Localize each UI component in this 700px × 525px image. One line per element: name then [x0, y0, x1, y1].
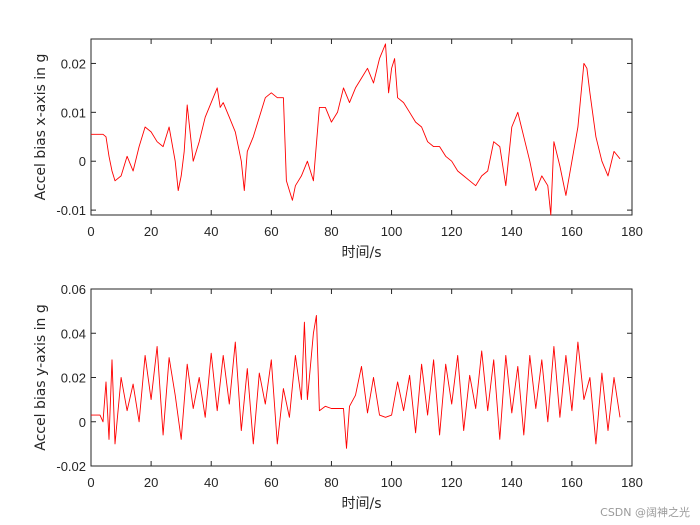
tick-marks: [90, 288, 633, 467]
y-tick-label: 0.06: [61, 282, 86, 297]
tick-marks: [90, 39, 633, 215]
x-tick-label: 60: [264, 224, 278, 239]
y-tick-labels: -0.01 0 0.01 0.02: [56, 56, 86, 218]
x-axis-label: 时间/s: [341, 245, 381, 261]
y-tick-label: 0.02: [61, 56, 86, 71]
x-tick-label: 140: [501, 475, 523, 490]
x-tick-label: 180: [621, 224, 643, 239]
x-tick-label: 40: [204, 224, 218, 239]
x-tick-label: 60: [264, 475, 278, 490]
plot-frame: [90, 38, 633, 216]
x-tick-label: 120: [441, 475, 463, 490]
x-tick-label: 100: [381, 224, 403, 239]
series-line: [91, 315, 621, 449]
subplot-x-axis-bias: 0 20 40 60 80 100 120 140 160 180 -0.0100.010.02 …: [33, 38, 643, 261]
x-tick-label: 100: [381, 475, 403, 490]
y-tick-label: -0.01: [56, 203, 86, 218]
x-tick-label: 0: [87, 224, 94, 239]
subplot-y-axis-bias: 0 20 40 60 80 100 120 140 160 180 -0.0200.020.040…: [33, 282, 643, 512]
y-tick-label: -0.02: [56, 459, 86, 474]
x-tick-label: 80: [324, 224, 338, 239]
y-tick-label: 0: [79, 154, 86, 169]
x-tick-labels: 0 20 40 60 80 100 120 140 160 180: [87, 224, 642, 239]
series-lines: [91, 43, 621, 216]
series-lines: [91, 315, 621, 449]
x-tick-label: 80: [324, 475, 338, 490]
x-tick-label: 20: [144, 224, 158, 239]
y-axis-label: Accel bias y-axis in g: [33, 304, 49, 450]
watermark-text: CSDN @阔神之光: [600, 505, 690, 519]
y-tick-label: 0: [79, 415, 86, 430]
x-tick-label: 160: [561, 224, 583, 239]
x-axis-label: 时间/s: [341, 496, 381, 512]
x-tick-label: 180: [621, 475, 643, 490]
x-tick-label: 40: [204, 475, 218, 490]
y-axis-label: Accel bias x-axis in g: [33, 54, 49, 201]
y-tick-labels: -0.02 0 0.02 0.04 0.06: [56, 282, 86, 474]
x-tick-labels: 0 20 40 60 80 100 120 140 160 180: [87, 475, 642, 490]
x-tick-label: 120: [441, 224, 463, 239]
y-tick-label: 0.04: [61, 326, 86, 341]
x-tick-label: 160: [561, 475, 583, 490]
x-tick-label: 20: [144, 475, 158, 490]
x-tick-label: 0: [87, 475, 94, 490]
y-tick-label: 0.02: [61, 371, 86, 386]
y-tick-label: 0.01: [61, 105, 86, 120]
x-tick-label: 140: [501, 224, 523, 239]
series-line: [91, 43, 621, 216]
